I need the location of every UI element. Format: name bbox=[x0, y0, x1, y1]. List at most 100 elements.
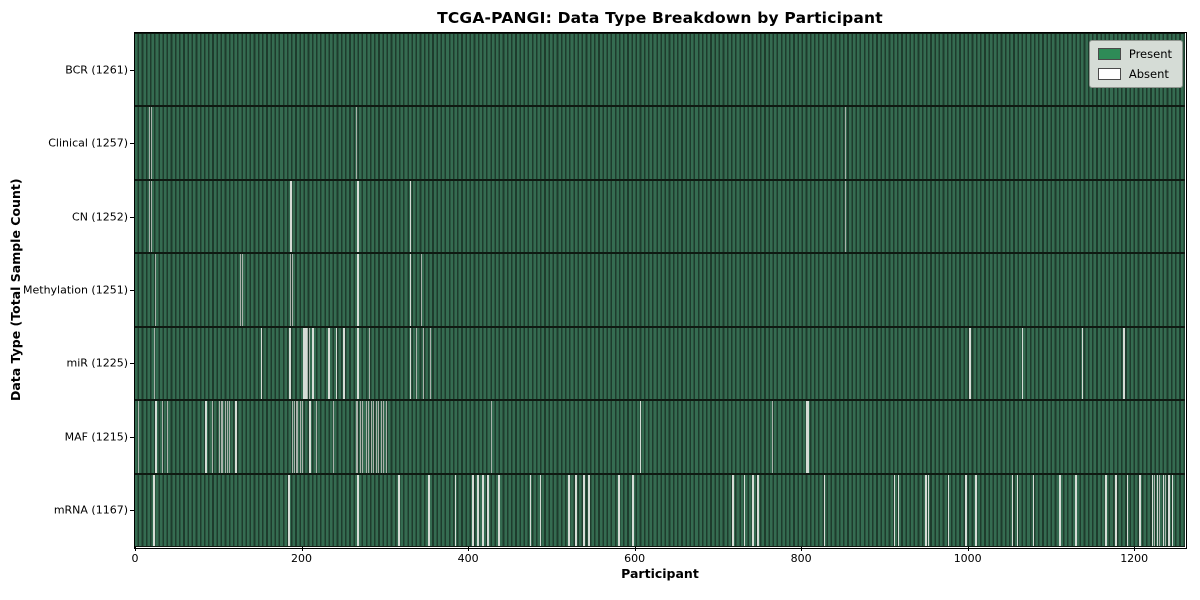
row-Clinical bbox=[135, 106, 1185, 180]
x-tick bbox=[801, 547, 803, 551]
y-tick-label-mRNA: mRNA (1167) bbox=[53, 503, 128, 517]
absent-mark bbox=[1021, 327, 1024, 400]
absent-mark bbox=[161, 401, 163, 473]
y-tick bbox=[130, 510, 135, 512]
absent-mark bbox=[1139, 474, 1141, 546]
absent-mark bbox=[893, 474, 896, 546]
x-tick bbox=[967, 547, 969, 551]
y-tick-label-BCR: BCR (1261) bbox=[65, 63, 128, 77]
absent-mark bbox=[743, 474, 746, 546]
absent-mark bbox=[362, 401, 364, 473]
absent-mark bbox=[472, 474, 474, 546]
absent-mark bbox=[211, 401, 213, 473]
absent-mark bbox=[752, 474, 754, 546]
absent-mark bbox=[138, 401, 140, 473]
absent-mark bbox=[357, 474, 359, 546]
absent-mark bbox=[307, 327, 309, 400]
absent-mark bbox=[1081, 327, 1084, 400]
absent-mark bbox=[947, 474, 950, 546]
absent-mark bbox=[303, 327, 307, 400]
x-tick bbox=[1134, 547, 1136, 551]
absent-mark bbox=[289, 180, 292, 253]
x-tick bbox=[634, 547, 636, 551]
absent-mark bbox=[297, 401, 299, 473]
absent-mark bbox=[1123, 327, 1126, 400]
absent-mark bbox=[1168, 474, 1170, 546]
absent-mark bbox=[771, 401, 773, 473]
y-tick-label-MAF: MAF (1215) bbox=[64, 430, 128, 444]
absent-mark bbox=[1075, 474, 1077, 546]
absent-mark bbox=[149, 107, 151, 179]
absent-mark bbox=[398, 474, 400, 546]
absent-mark bbox=[355, 401, 357, 473]
y-tick-label-miR: miR (1225) bbox=[66, 356, 129, 370]
absent-mark bbox=[927, 474, 930, 546]
absent-mark bbox=[574, 474, 578, 546]
absent-mark bbox=[234, 401, 237, 473]
x-axis-title: Participant bbox=[621, 566, 699, 581]
absent-mark bbox=[295, 401, 297, 473]
y-tick bbox=[130, 290, 135, 291]
absent-mark bbox=[299, 401, 301, 473]
absent-mark bbox=[301, 401, 303, 473]
absent-mark bbox=[975, 474, 977, 546]
absent-mark bbox=[477, 474, 479, 546]
legend-label-absent: Absent bbox=[1128, 67, 1169, 81]
absent-mark bbox=[154, 401, 157, 473]
absent-mark bbox=[969, 327, 971, 400]
legend-label-present: Present bbox=[1128, 47, 1172, 61]
absent-mark bbox=[292, 401, 294, 473]
absent-mark bbox=[375, 401, 377, 473]
x-tick-label: 400 bbox=[457, 552, 479, 565]
absent-mark bbox=[378, 401, 380, 473]
absent-mark bbox=[482, 474, 484, 546]
absent-mark bbox=[239, 254, 241, 326]
chart-title: TCGA-PANGI: Data Type Breakdown by Parti… bbox=[437, 9, 883, 27]
absent-mark bbox=[1126, 474, 1129, 546]
absent-mark bbox=[357, 254, 359, 326]
y-tick bbox=[130, 436, 135, 438]
absent-mark bbox=[732, 474, 734, 546]
absent-mark bbox=[294, 401, 296, 473]
absent-mark bbox=[897, 474, 900, 546]
legend-item-absent: Absent bbox=[1097, 67, 1172, 81]
absent-mark bbox=[806, 401, 809, 473]
absent-mark bbox=[823, 474, 826, 546]
absent-mark bbox=[632, 474, 634, 546]
absent-mark bbox=[153, 474, 155, 546]
row-BCR bbox=[135, 33, 1185, 107]
absent-mark bbox=[359, 401, 361, 473]
absent-mark bbox=[241, 254, 243, 326]
legend-swatch-present-icon bbox=[1097, 48, 1121, 60]
absent-mark bbox=[1171, 474, 1174, 546]
absent-mark bbox=[567, 474, 570, 546]
absent-mark bbox=[757, 474, 759, 546]
x-tick bbox=[135, 547, 136, 551]
row-miR bbox=[135, 326, 1185, 401]
absent-mark bbox=[289, 327, 291, 400]
absent-mark bbox=[423, 327, 425, 400]
absent-mark bbox=[288, 474, 290, 546]
absent-mark bbox=[845, 107, 847, 179]
y-tick bbox=[130, 363, 135, 365]
absent-mark bbox=[1159, 474, 1161, 546]
legend: Present Absent bbox=[1088, 40, 1183, 88]
absent-mark bbox=[965, 474, 967, 546]
row-Methylation bbox=[135, 253, 1185, 327]
y-tick bbox=[130, 143, 135, 145]
row-MAF bbox=[135, 400, 1185, 474]
absent-mark bbox=[529, 474, 532, 546]
y-tick bbox=[130, 69, 135, 71]
absent-mark bbox=[309, 401, 311, 473]
absent-mark bbox=[291, 254, 293, 326]
row-mRNA bbox=[135, 473, 1185, 547]
y-tick-label-CN: CN (1252) bbox=[72, 210, 128, 224]
absent-mark bbox=[498, 474, 500, 546]
absent-mark bbox=[1011, 474, 1014, 546]
absent-mark bbox=[385, 401, 387, 473]
absent-mark bbox=[639, 401, 642, 473]
x-tick-label: 600 bbox=[624, 552, 646, 565]
absent-mark bbox=[925, 474, 927, 546]
absent-mark bbox=[491, 401, 493, 473]
